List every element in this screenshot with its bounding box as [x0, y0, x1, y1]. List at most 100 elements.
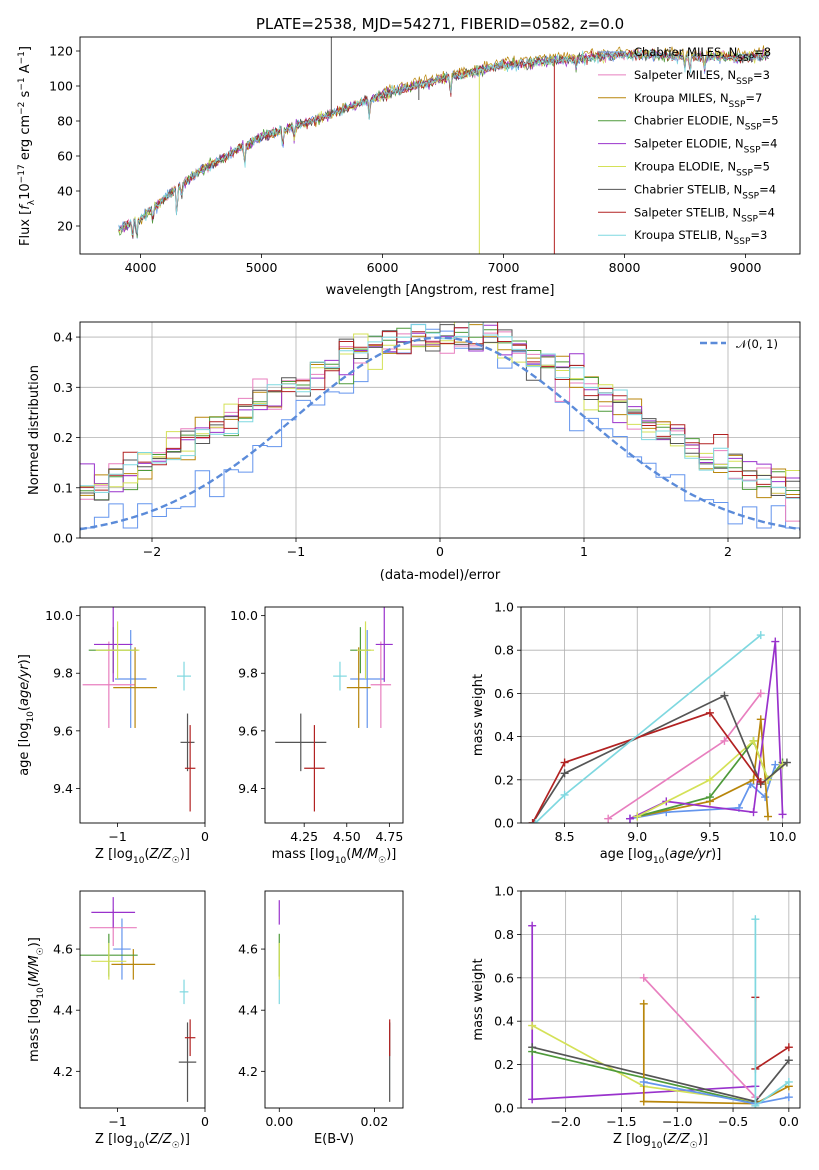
label-part: M/M	[27, 955, 42, 982]
label-part: SSP	[741, 214, 758, 224]
spectrum-line	[118, 48, 770, 237]
weight-line	[534, 634, 762, 823]
label-part: Salpeter ELODIE, N	[634, 137, 744, 151]
y-axis-label: Flux [fλ10−17 erg cm−2 s−1 A−1]	[17, 46, 37, 246]
label-part: age [log	[600, 847, 653, 862]
y-tick-label: 4.2	[238, 1064, 258, 1079]
weight-line	[643, 977, 757, 1098]
axes-frame	[264, 606, 404, 824]
label-part: Kroupa STELIB, N	[634, 228, 734, 242]
y-axis-label: mass weight	[471, 958, 486, 1040]
label-part: mass weight	[471, 958, 486, 1040]
label-part: ☉	[378, 856, 386, 866]
x-tick-label: 1	[580, 544, 588, 559]
plot-area	[118, 37, 770, 254]
age-vs-metallicity-panel: −1 09.49.69.810.0Z [log10(Z/Z☉)]age [log1…	[17, 606, 209, 866]
x-axis-label: Z [log10(Z/Z☉)]	[613, 1132, 708, 1151]
plot-area	[275, 607, 393, 812]
y-tick-label: 1.0	[494, 884, 514, 899]
label-part: 10	[36, 987, 46, 999]
y-tick-label: 20	[57, 219, 73, 234]
plot-area	[80, 897, 197, 1102]
y-axis-label: age [log10(age/yr)]	[17, 654, 36, 776]
y-tick-label: 4.6	[53, 942, 73, 957]
x-tick-label: 8.5	[555, 829, 575, 844]
axes-frame	[79, 36, 801, 255]
label-part: SSP	[745, 123, 762, 133]
label-part: SSP	[737, 54, 754, 64]
y-tick-label: 0.2	[494, 772, 514, 787]
label-part: Z [log	[613, 1132, 651, 1147]
label-part: =8	[754, 45, 771, 59]
weight-line	[531, 711, 762, 823]
label-part: =4	[758, 205, 775, 219]
y-tick-label: 4.2	[53, 1064, 73, 1079]
label-part: 10	[651, 1141, 663, 1151]
label-part: =4	[761, 137, 778, 151]
label-part: =5	[753, 160, 770, 174]
label-part: age/yr	[669, 847, 712, 862]
label-part: )]	[17, 654, 32, 664]
label-part: )]	[386, 847, 396, 862]
age-vs-mass-panel: 4.25 4.50 4.75 9.4 9.6 9.8 10.0 mass [log10(M/M…	[230, 606, 404, 866]
spectrum-line	[118, 49, 770, 236]
x-tick-label: −1.5	[606, 1114, 636, 1129]
y-tick-label: 9.8	[238, 666, 258, 681]
label-part: Flux [	[18, 210, 33, 246]
label-part: −1	[17, 51, 27, 64]
figure-title: PLATE=2538, MJD=54271, FIBERID=0582, z=0…	[256, 15, 624, 33]
legend-entry: Salpeter MILES, NSSP=3	[634, 68, 770, 87]
y-tick-label: 0.6	[494, 970, 514, 985]
x-tick-label: 5000	[246, 260, 278, 275]
label-part: Z [log	[95, 1132, 133, 1147]
y-tick-label: 0.6	[494, 686, 514, 701]
x-axis-label: Z [log10(Z/Z☉)]	[95, 1132, 190, 1151]
label-part: 10	[26, 711, 36, 723]
label-part: A	[18, 64, 33, 77]
label-part: −1	[17, 77, 27, 90]
x-tick-label: 6000	[367, 260, 399, 275]
legend-entry: Chabrier MILES, NSSP=8	[634, 45, 771, 64]
y-tick-label: 0.8	[494, 927, 514, 942]
label-part: (	[27, 982, 42, 987]
axes-frame	[520, 606, 801, 824]
plot-area	[82, 607, 196, 812]
label-part: age/yr	[17, 663, 32, 706]
label-part: SSP	[744, 146, 761, 156]
legend-entry: Salpeter ELODIE, NSSP=4	[634, 137, 777, 156]
label-part: ☉	[172, 856, 180, 866]
label-part: mass [log	[272, 847, 335, 862]
label-part: (	[662, 1132, 667, 1147]
y-tick-label: 4.6	[238, 942, 258, 957]
x-axis-label: age [log10(age/yr)]	[600, 847, 722, 866]
label-part: f	[18, 203, 33, 210]
label-part: SSP	[736, 169, 753, 179]
label-part: ☉	[36, 947, 46, 955]
label-part: )]	[180, 1132, 190, 1147]
y-tick-label: 1.0	[494, 600, 514, 615]
y-tick-label: 0.0	[494, 1101, 514, 1116]
x-axis-label: Z [log10(Z/Z☉)]	[95, 847, 190, 866]
label-part: Z [log	[95, 847, 133, 862]
y-tick-label: 10.0	[45, 608, 73, 623]
y-axis-label: mass weight	[471, 674, 486, 756]
x-tick-label: 0.00	[265, 1114, 293, 1129]
label-part: =7	[745, 91, 762, 105]
x-axis-label: E(B-V)	[314, 1132, 354, 1147]
label-part: 10	[133, 856, 145, 866]
y-axis-label: Normed distribution	[27, 365, 42, 495]
histogram-step	[80, 322, 800, 498]
label-part: ☉	[690, 1141, 698, 1151]
y-tick-label: 0.2	[494, 1057, 514, 1072]
label-part: (	[144, 847, 149, 862]
label-part: M/M	[351, 847, 378, 862]
label-part: erg cm	[18, 115, 33, 164]
label-part: (	[144, 1132, 149, 1147]
y-tick-label: 0.3	[53, 380, 73, 395]
y-tick-label: 9.4	[238, 781, 258, 796]
residual-histogram-panel: −2 −1 0 1 2 0.0 0.1 0.2 0.3 0.4 𝒩(0, 1) (data-model…	[27, 321, 801, 583]
y-tick-label: 100	[49, 79, 73, 94]
label-part: (	[664, 847, 669, 862]
x-tick-label: 2	[724, 544, 732, 559]
